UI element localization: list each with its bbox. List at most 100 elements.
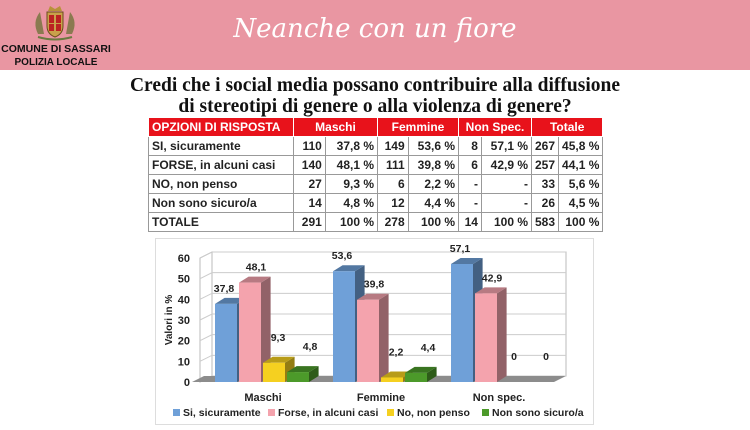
bar-1-2: [381, 377, 403, 382]
cell-value: 110: [293, 136, 326, 156]
cell-value: 33: [530, 174, 560, 194]
bar-2-0: [451, 263, 473, 382]
cell-value: 14: [293, 193, 326, 213]
bar-top: [215, 297, 247, 304]
cell-value: 14: [458, 212, 482, 232]
bar-top: [405, 366, 437, 373]
data-label: 39,8: [364, 279, 385, 291]
bar-chart: 0 10 20 30 40 50 60 Valori in % 37,8 48,1 9,3 4,8 Ma…: [155, 238, 594, 425]
cell-value: 267: [530, 136, 560, 156]
y-tick-label: 60: [178, 253, 190, 265]
cell-value: 26: [530, 193, 560, 213]
bar-0-1: [239, 282, 261, 382]
cell-value: 5,6 %: [558, 174, 604, 194]
bar-side: [309, 366, 319, 382]
legend-swatch: [482, 409, 489, 416]
cell-value: 140: [293, 155, 326, 175]
table-row: FORSE, in alcuni casi 140 48,1 % 111 39,8 % 6…: [148, 155, 604, 175]
bar-top: [357, 293, 389, 300]
data-label: 0: [511, 351, 517, 363]
cell-value: 8: [458, 136, 482, 156]
table-row: TOTALE 291 100 % 278 100 % 14 100 % 583 100 %: [148, 212, 604, 232]
cell-value: 100 %: [558, 212, 604, 232]
cell-value: 149: [377, 136, 409, 156]
bar-top: [475, 287, 507, 294]
cell-value: 100 %: [407, 212, 460, 232]
y-tick-label: 50: [178, 274, 190, 286]
data-label: 37,8: [214, 283, 235, 295]
cell-value: 111: [377, 155, 409, 175]
org-name: COMUNE DI SASSARI: [1, 43, 111, 55]
cell-value: 57,1 %: [480, 136, 533, 156]
data-label: 0: [543, 351, 549, 363]
results-table: OPZIONI DI RISPOSTA Maschi Femmine Non S…: [148, 117, 604, 232]
coat-of-arms-logo: [35, 6, 75, 41]
y-axis-label: Valori in %: [164, 295, 175, 346]
header-femmine: Femmine: [377, 117, 459, 137]
y-tick-label: 40: [178, 294, 190, 306]
gridline: [199, 334, 566, 342]
table-row: SI, sicuramente 110 37,8 % 149 53,6 % 8 57,1 %…: [148, 136, 604, 156]
cell-value: 39,8 %: [407, 155, 460, 175]
data-label: 2,2: [389, 346, 404, 358]
data-label: 48,1: [246, 262, 267, 274]
gridline: [199, 272, 566, 280]
bar-side: [261, 276, 271, 382]
gridline: [199, 251, 566, 259]
campaign-title: Neanche con un fiore: [233, 14, 517, 44]
cell-value: 257: [530, 155, 560, 175]
table-header-row: OPZIONI DI RISPOSTA Maschi Femmine Non S…: [148, 117, 604, 137]
header-banner: COMUNE DI SASSARI POLIZIA LOCALE Neanche…: [0, 0, 750, 70]
bar-0-3: [287, 372, 309, 382]
gridline: [199, 292, 566, 300]
cell-value: 4,8 %: [324, 193, 379, 213]
y-tick-label: 10: [178, 356, 190, 368]
header-options: OPZIONI DI RISPOSTA: [148, 117, 294, 137]
gridline: [199, 354, 566, 362]
bar-side: [497, 287, 507, 382]
cell-value: 44,1 %: [558, 155, 604, 175]
legend-label: Non sono sicuro/a: [492, 407, 584, 419]
cell-value: -: [480, 174, 533, 194]
cell-value: 4,4 %: [407, 193, 460, 213]
cell-value: 12: [377, 193, 409, 213]
cell-value: 45,8 %: [558, 136, 604, 156]
cell-value: 37,8 %: [324, 136, 379, 156]
legend-swatch: [173, 409, 180, 416]
chart-svg: 0 10 20 30 40 50 60 Valori in % 37,8 48,1 9,3 4,8 Ma…: [164, 243, 584, 419]
cell-value: 583: [530, 212, 560, 232]
cell-value: 42,9 %: [480, 155, 533, 175]
bar-1-3: [405, 372, 427, 382]
header-totale: Totale: [530, 117, 604, 137]
x-tick-label: Maschi: [244, 392, 281, 404]
y-tick-label: 20: [178, 336, 190, 348]
bar-side: [379, 293, 389, 382]
cell-value: 48,1 %: [324, 155, 379, 175]
cell-value: 9,3 %: [324, 174, 379, 194]
cell-value: -: [458, 193, 482, 213]
cell-value: 4,5 %: [558, 193, 604, 213]
data-label: 57,1: [450, 243, 471, 255]
bar-top: [381, 371, 413, 378]
cell-value: -: [480, 193, 533, 213]
data-label: 42,9: [482, 272, 503, 284]
bar-top: [333, 265, 365, 272]
x-tick-label: Femmine: [357, 392, 405, 404]
data-label: 4,8: [303, 341, 318, 353]
legend-label: Si, sicuramente: [183, 407, 261, 419]
bar-top: [239, 276, 271, 283]
data-label: 53,6: [332, 250, 353, 262]
cell-value: 291: [293, 212, 326, 232]
bar-side: [427, 366, 437, 382]
org-department: POLIZIA LOCALE: [14, 57, 98, 68]
cell-value: 2,2 %: [407, 174, 460, 194]
cell-value: -: [458, 174, 482, 194]
table-row: NO, non penso 27 9,3 % 6 2,2 % - -33 5,6 %: [148, 174, 604, 194]
question-line-1: Credi che i social media possano contrib…: [129, 75, 621, 96]
bar-0-2: [263, 362, 285, 382]
data-label: 9,3: [271, 332, 286, 344]
x-tick-label: Non spec.: [473, 392, 526, 404]
cell-value: 27: [293, 174, 326, 194]
cell-value: 6: [458, 155, 482, 175]
cell-value: 100 %: [324, 212, 379, 232]
